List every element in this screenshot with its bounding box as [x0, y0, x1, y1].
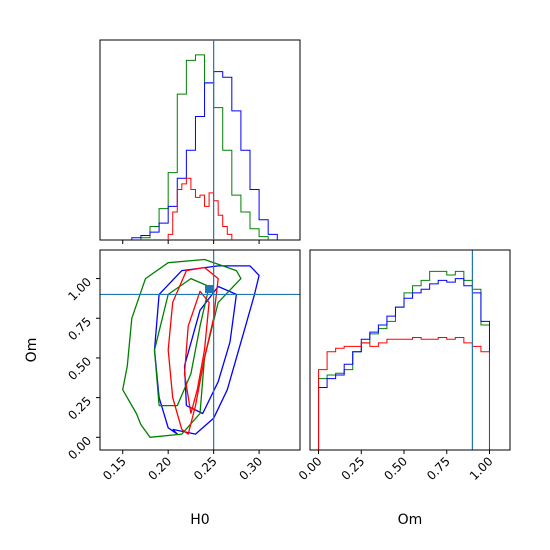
- h0-histogram-blue: [131, 71, 278, 240]
- contour-blue: [153, 265, 260, 435]
- om-y-axis-label: Om: [24, 338, 40, 363]
- joint-x-tick-label: 0.20: [146, 454, 175, 483]
- om-histogram-red: [318, 337, 490, 450]
- joint-y-tick-label: 0.50: [65, 354, 94, 383]
- joint-y-tick-label: 0.75: [65, 314, 94, 343]
- joint-frame: [99, 249, 301, 451]
- joint-truth-marker: [205, 285, 213, 293]
- contour-green: [122, 258, 242, 438]
- contour-red: [183, 290, 210, 414]
- h0-histogram-red: [167, 177, 233, 240]
- h0-histogram-frame: [99, 39, 301, 241]
- contour-red: [167, 266, 219, 435]
- joint-x-tick-label: 0.15: [100, 454, 129, 483]
- joint-y-tick-label: 1.00: [65, 275, 94, 304]
- joint-y-tick-label: 0.25: [65, 394, 94, 423]
- joint-x-tick-label: 0.25: [191, 454, 220, 483]
- om-x-tick-label: 0.00: [296, 454, 325, 483]
- om-x-ticks: 0.00 0.25 0.50 0.75 1.00: [296, 450, 496, 483]
- h0-axis-label: H0: [190, 512, 209, 528]
- h0-histogram-ticks: [122, 240, 260, 244]
- joint-y-ticks: 0.00 0.25 0.50 0.75 1.00: [65, 275, 100, 463]
- h0-histogram-green: [140, 54, 269, 240]
- om-histogram-blue: [318, 278, 490, 450]
- om-x-tick-label: 0.50: [381, 454, 410, 483]
- h0-histogram-series: [131, 54, 278, 240]
- h0-histogram-panel: [99, 39, 301, 244]
- contour-green: [153, 277, 210, 407]
- joint-x-ticks: 0.15 0.20 0.25 0.30: [100, 450, 265, 483]
- contour-blue: [183, 285, 238, 415]
- om-histogram-frame: [309, 249, 511, 451]
- om-x-tick-label: 1.00: [467, 454, 496, 483]
- joint-contour-panel: 0.15 0.20 0.25 0.30 0.00 0.25 0.50 0.75 1.00 H0…: [24, 249, 301, 528]
- joint-contours: [122, 258, 260, 438]
- om-histogram-panel: 0.00 0.25 0.50 0.75 1.00 Om: [296, 249, 511, 528]
- om-x-tick-label: 0.25: [339, 454, 368, 483]
- joint-x-tick-label: 0.30: [236, 454, 265, 483]
- om-x-tick-label: 0.75: [424, 454, 453, 483]
- om-x-axis-label: Om: [398, 512, 423, 528]
- om-histogram-series: [318, 270, 490, 450]
- joint-y-tick-label: 0.00: [65, 434, 94, 463]
